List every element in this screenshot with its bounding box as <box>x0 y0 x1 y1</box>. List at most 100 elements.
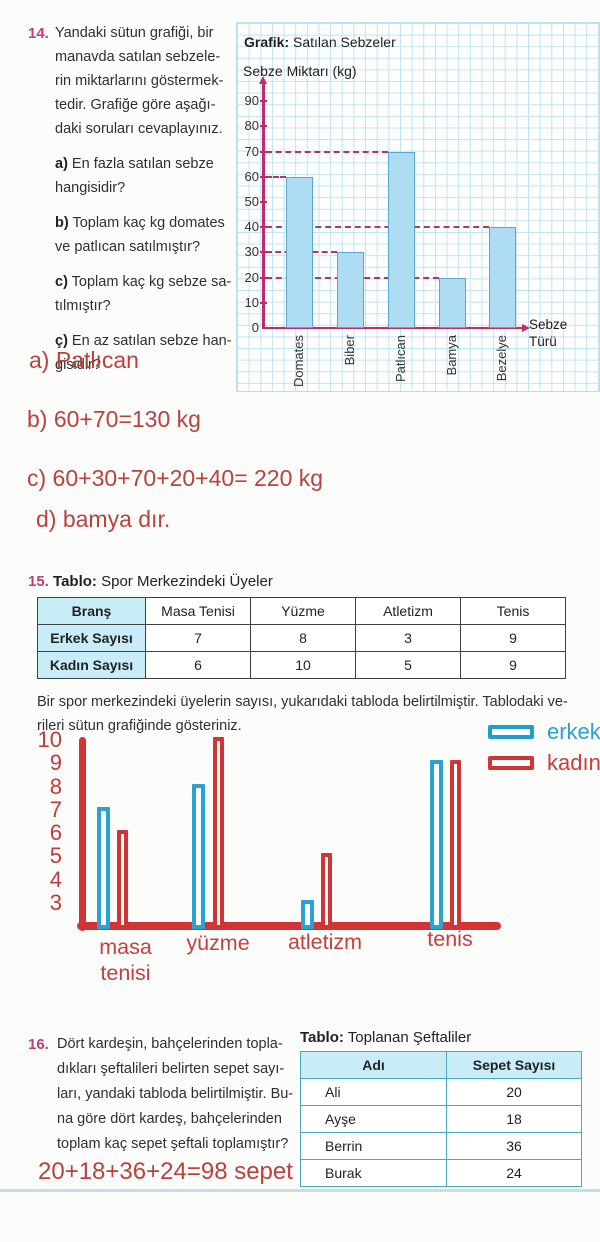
question-14-text-line: daki soruları cevaplayınız. <box>55 121 223 137</box>
name-cell: Burak <box>300 1159 447 1187</box>
question-14-sub-item: c) Toplam kaç kg sebze sa- <box>55 274 232 290</box>
hand-x-category-label: tenis <box>427 927 473 951</box>
data-cell: 9 <box>460 651 566 679</box>
chart-y-axis-label: Sebze Miktarı (kg) <box>243 63 357 79</box>
name-cell: Ayşe <box>300 1105 447 1133</box>
question-14-sub-item: a) En fazla satılan sebze <box>55 156 214 172</box>
bar-patlıcan <box>388 151 415 328</box>
value-cell: 18 <box>446 1105 582 1133</box>
y-axis-line <box>262 83 265 329</box>
data-cell: 7 <box>145 624 251 652</box>
legend-label-erkek: erkek <box>547 719 600 744</box>
data-cell: 10 <box>250 651 356 679</box>
x-category-label: Patlıcan <box>392 335 408 382</box>
value-guide-dash <box>266 226 489 229</box>
question-15-instruction: Bir spor merkezindeki üyelerin sayısı, y… <box>37 690 585 738</box>
x-category-label: Bamya <box>443 335 459 376</box>
x-axis-arrow-icon <box>522 323 530 332</box>
y-tick-mark <box>260 150 267 153</box>
answer-14a: a) Patlıcan <box>29 347 139 373</box>
y-tick-mark <box>260 125 267 128</box>
x-category-label: Bezelye <box>493 335 509 382</box>
header-cell: Masa Tenisi <box>145 597 251 625</box>
bar-biber <box>337 252 364 328</box>
y-tick-mark <box>260 175 267 178</box>
hand-y-tick-label: 10 <box>37 726 62 752</box>
x-category-label: Biber <box>341 335 357 366</box>
header-cell: Adı <box>300 1051 447 1079</box>
y-tick-label: 60 <box>244 168 259 184</box>
hand-y-tick-label: 7 <box>49 796 62 822</box>
hand-y-tick-label: 3 <box>49 890 62 915</box>
page-divider <box>0 1189 600 1192</box>
table-row: Branş Masa Tenisi Yüzme Atletizm Tenis <box>37 597 566 625</box>
y-tick-mark <box>260 251 267 254</box>
value-cell: 24 <box>446 1159 582 1187</box>
answer-14d: d) bamya dır. <box>36 506 171 532</box>
sub-item-label: b) <box>55 215 69 231</box>
y-tick-label: 30 <box>244 244 259 260</box>
hand-bar-kadın-tenis <box>450 760 461 929</box>
x-category-label: Domates <box>290 335 306 388</box>
hand-bar-kadın-masa-tenisi <box>117 830 128 929</box>
table-16-title-bold: Tablo: <box>300 1029 344 1046</box>
question-14-sub-item-line: ve patlıcan satılmıştır? <box>55 239 201 255</box>
legend-entry-erkek: erkek <box>488 721 600 743</box>
y-tick-label: 70 <box>244 143 259 159</box>
question-14-sub-item-line: tılmıştır? <box>55 298 111 314</box>
y-tick-mark <box>260 276 267 279</box>
hand-drawn-bar-chart: 10 9 8 7 6 5 4 3 masa tenisi yüzme atletizm tenis er… <box>0 715 600 995</box>
question-14-text-line: Yandaki sütun grafiği, bir <box>55 25 214 41</box>
instruction-line: rileri sütun grafiğinde gösteriniz. <box>37 718 242 734</box>
y-tick-mark <box>260 201 267 203</box>
y-tick-label: 80 <box>244 118 259 134</box>
name-cell: Ali <box>300 1078 447 1106</box>
table-row: Berrin 36 <box>300 1132 582 1160</box>
question-14-text: Yandaki sütun grafiği, bir manavda satıla… <box>55 21 232 377</box>
chart-title: Grafik: Satılan Sebzeler <box>244 34 396 50</box>
y-tick-label: 10 <box>244 294 259 310</box>
legend-entry-kadin: kadın <box>488 752 600 774</box>
y-tick-label: 50 <box>244 194 259 209</box>
question-16-text-line: toplam kaç sepet şeftali toplamıştır? <box>57 1136 289 1152</box>
question-14-number: 14. <box>28 25 49 42</box>
y-tick-mark <box>260 100 267 103</box>
question-16-number: 16. <box>28 1036 49 1053</box>
header-cell: Branş <box>37 597 146 625</box>
table-16-title-rest: Toplanan Şeftaliler <box>347 1029 472 1046</box>
hand-bar-erkek-masa-tenisi <box>97 806 110 929</box>
question-14-text-line: tedir. Grafiğe göre aşağı- <box>55 97 216 113</box>
question-16-text-line: Dört kardeşin, bahçelerinden topla- <box>57 1036 283 1052</box>
kadin-swatch-icon <box>488 756 534 770</box>
answer-14b: b) 60+70=130 kg <box>27 406 201 432</box>
bar-bamya <box>439 277 466 328</box>
vegetables-bar-chart: Grafik: Satılan Sebzeler Sebze Miktarı (… <box>236 22 600 392</box>
question-14-text-line: rin miktarlarını göstermek- <box>55 73 224 89</box>
question-14-sub-item-line: gisidir? <box>55 357 101 373</box>
sports-members-table: Branş Masa Tenisi Yüzme Atletizm Tenis Erkek … <box>37 597 566 679</box>
table-row: Adı Sepet Sayısı <box>300 1051 582 1079</box>
chart-title-rest: Satılan Sebzeler <box>293 34 396 50</box>
hand-y-tick-label: 9 <box>49 750 62 776</box>
question-16-text-line: na göre dört kardeş, bahçelerinden <box>57 1111 282 1127</box>
y-tick-label: 40 <box>244 219 259 235</box>
hand-bar-kadın-yüzme <box>213 736 224 929</box>
data-cell: 6 <box>145 651 251 679</box>
y-tick-label: 0 <box>251 320 259 335</box>
sub-item-label: c) <box>55 274 68 290</box>
table-row: Erkek Sayısı 7 8 3 9 <box>37 624 566 652</box>
hand-y-axis-line <box>79 737 86 931</box>
hand-bar-erkek-yüzme <box>192 783 205 929</box>
hand-y-tick-label: 6 <box>49 820 62 846</box>
data-cell: 3 <box>355 624 461 652</box>
chart-title-bold: Grafik: <box>244 34 290 50</box>
question-16-text: Dört kardeşin, bahçelerinden topla-dıkla… <box>57 1032 293 1157</box>
sub-item-label: ç) <box>55 333 68 349</box>
table-row: Ali 20 <box>300 1078 582 1106</box>
header-cell: Sepet Sayısı <box>446 1051 582 1079</box>
y-tick-mark <box>260 301 267 304</box>
hand-bar-erkek-tenis <box>430 760 443 929</box>
data-cell: 5 <box>355 651 461 679</box>
hand-x-category-label: atletizm <box>287 930 363 954</box>
